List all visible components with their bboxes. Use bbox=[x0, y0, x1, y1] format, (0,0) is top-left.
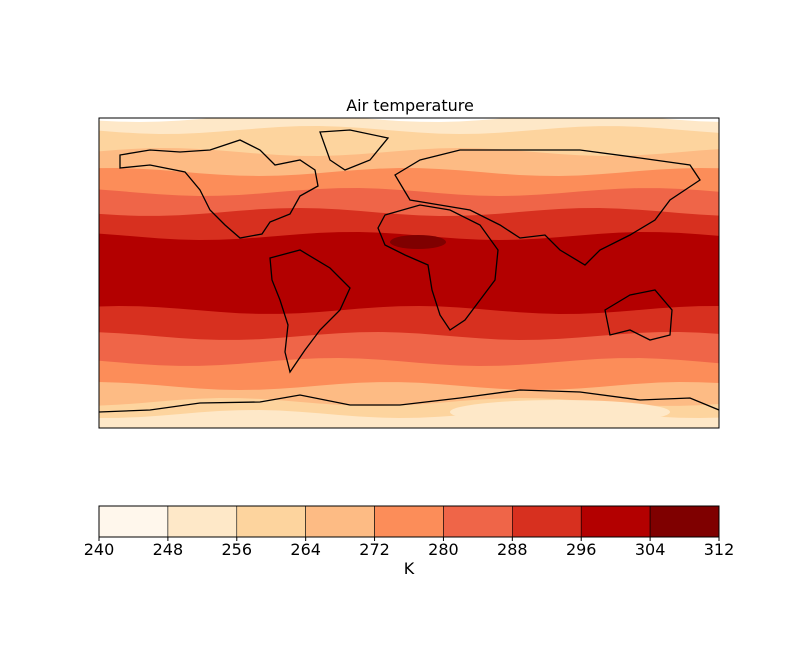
africa bbox=[377, 204, 499, 331]
temperature-band bbox=[390, 235, 446, 249]
colorbar-tick-label: 256 bbox=[222, 540, 253, 559]
colorbar-segment bbox=[236, 505, 306, 538]
colorbar-tick-label: 304 bbox=[635, 540, 666, 559]
colorbar-segment bbox=[580, 505, 651, 538]
colorbar-segment bbox=[649, 505, 720, 538]
colorbar-tick-label: 248 bbox=[153, 540, 184, 559]
colorbar-segment bbox=[374, 505, 444, 538]
colorbar-frame bbox=[98, 505, 720, 538]
temperature-band bbox=[450, 400, 670, 424]
north-america bbox=[119, 139, 319, 239]
temperature-band bbox=[99, 148, 719, 178]
colorbar-tick-label: 288 bbox=[497, 540, 528, 559]
colorbar: 240 248 256 264 272 280 288 296 304 312 bbox=[84, 505, 735, 559]
colorbar-label: K bbox=[404, 559, 415, 578]
colorbar-tick-label: 240 bbox=[84, 540, 115, 559]
colorbar-tick-label: 280 bbox=[428, 540, 459, 559]
greenland bbox=[319, 129, 390, 171]
colorbar-segment bbox=[512, 505, 582, 538]
colorbar-segment bbox=[443, 505, 513, 538]
antarctica bbox=[99, 389, 719, 413]
colorbar-segment bbox=[167, 505, 238, 538]
temperature-band bbox=[99, 332, 719, 368]
temperature-field bbox=[99, 118, 719, 428]
temperature-band bbox=[99, 208, 719, 242]
colorbar-tick-label: 296 bbox=[566, 540, 597, 559]
temperature-band bbox=[99, 358, 719, 392]
eurasia bbox=[394, 149, 701, 266]
colorbar-tick-label: 272 bbox=[359, 540, 390, 559]
map-title: Air temperature bbox=[346, 96, 474, 115]
temperature-band bbox=[99, 168, 719, 198]
colorbar-segment bbox=[305, 505, 375, 538]
colorbar-segment bbox=[98, 505, 169, 538]
map-frame bbox=[98, 117, 720, 429]
south-america bbox=[269, 249, 351, 374]
temperature-band bbox=[99, 306, 719, 342]
australia bbox=[604, 289, 673, 341]
coastlines bbox=[99, 129, 719, 413]
colorbar-tick-label: 312 bbox=[704, 540, 735, 559]
colorbar-tick-label: 264 bbox=[290, 540, 321, 559]
